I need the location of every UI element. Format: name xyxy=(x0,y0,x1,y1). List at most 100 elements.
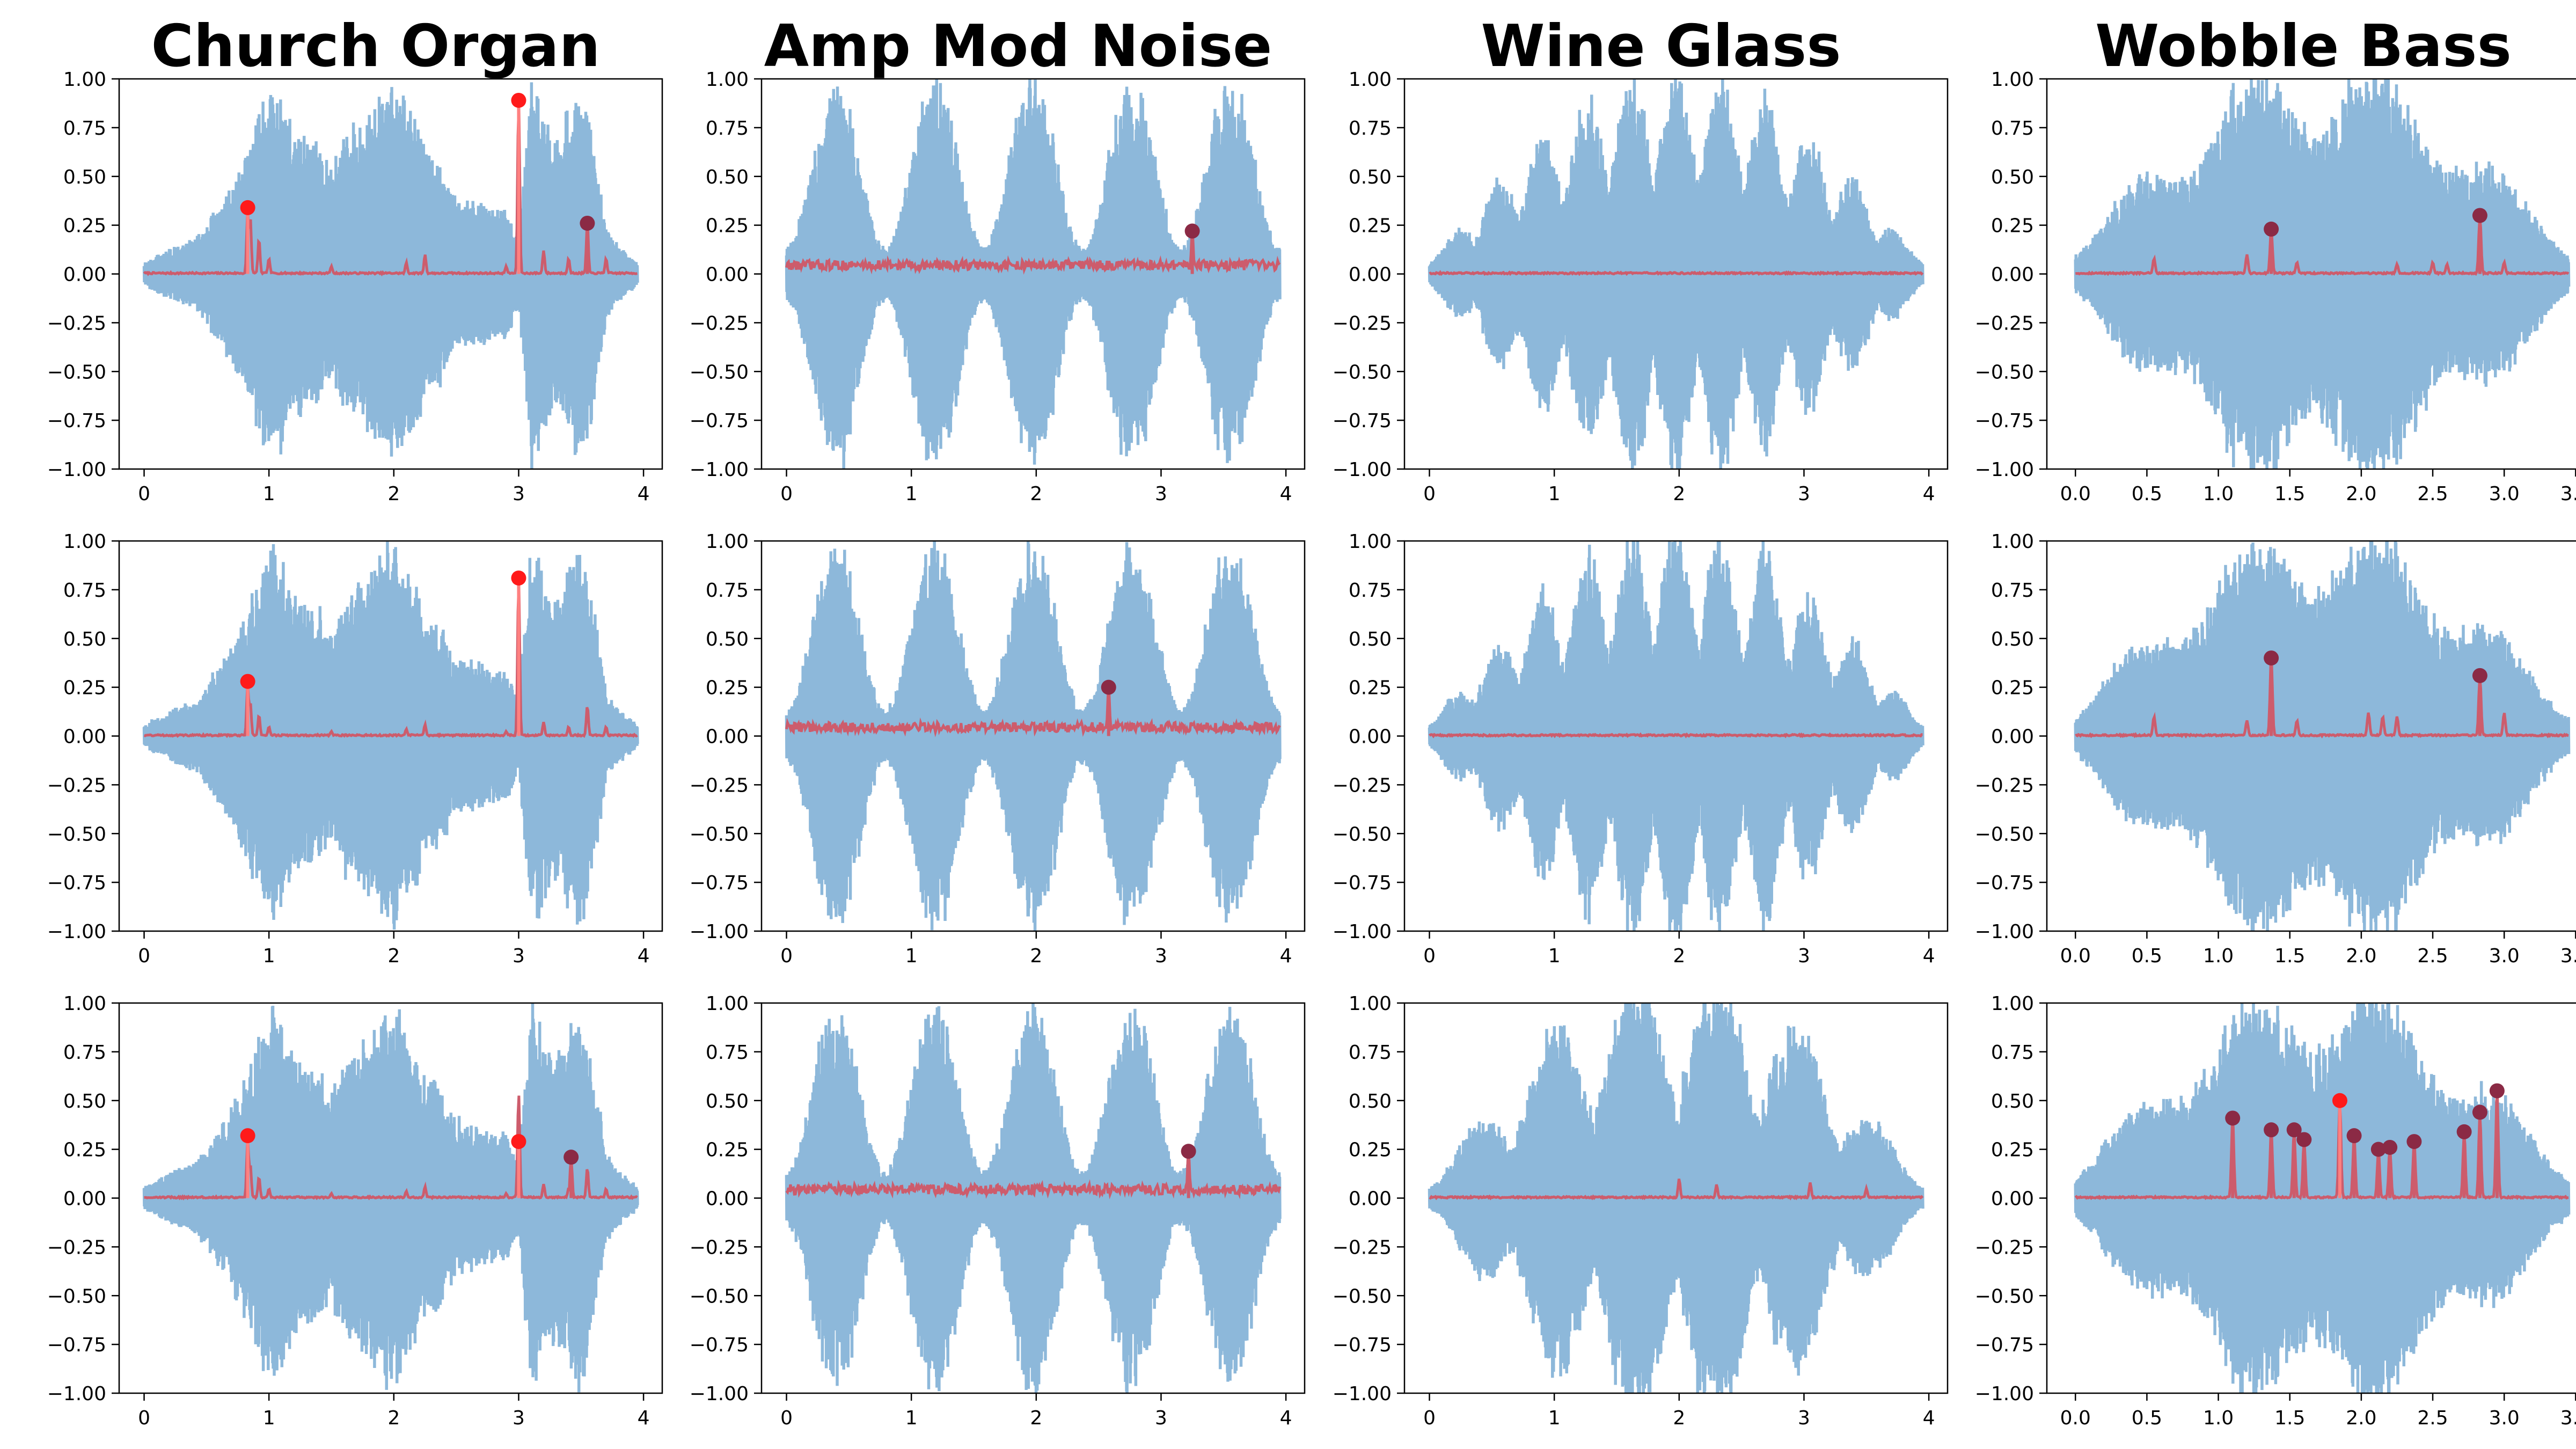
x-tick-label: 4 xyxy=(1923,483,1935,505)
x-tick-label: 0 xyxy=(780,483,793,505)
peak-marker xyxy=(2382,1139,2398,1155)
y-tick-label: 0.25 xyxy=(63,677,106,699)
y-tick-label: 0.50 xyxy=(1991,166,2034,188)
x-tick-label: 3 xyxy=(1155,945,1167,967)
y-tick-label: −0.75 xyxy=(1975,410,2034,432)
y-tick-label: −0.25 xyxy=(1333,774,1392,796)
x-tick-label: 0 xyxy=(780,945,793,967)
y-tick-label: −0.75 xyxy=(690,1334,749,1356)
x-tick-label: 4 xyxy=(638,483,650,505)
y-tick-label: 0.00 xyxy=(1349,264,1392,286)
peak-marker xyxy=(2346,1128,2362,1144)
onset-curve xyxy=(2074,1097,2569,1201)
peak-marker xyxy=(564,1150,579,1165)
y-tick-label: 0.75 xyxy=(63,118,106,140)
y-tick-label: 0.00 xyxy=(63,726,106,748)
y-tick-label: 0.00 xyxy=(706,264,749,286)
subplot-10: −1.00 −0.75 −0.50 −0.25 0.00 0.25 0.50 0.75 1.00… xyxy=(690,993,1306,1429)
y-tick-label: −0.75 xyxy=(1333,872,1392,894)
y-tick-label: −0.50 xyxy=(1975,823,2034,845)
x-tick-label: 2.5 xyxy=(2417,945,2448,967)
y-tick-label: 1.00 xyxy=(1991,531,2034,553)
waveform xyxy=(1428,79,1924,469)
waveform xyxy=(1428,541,1924,931)
y-tick-label: −0.25 xyxy=(690,312,749,334)
x-tick-label: 1.0 xyxy=(2203,1407,2234,1429)
subplot-11: −1.00 −0.75 −0.50 −0.25 0.00 0.25 0.50 0.75 1.00… xyxy=(1333,993,1949,1429)
peak-marker xyxy=(1181,1144,1196,1159)
y-tick-label: 1.00 xyxy=(1349,993,1392,1015)
plot-area xyxy=(785,1003,1282,1393)
y-tick-label: 0.50 xyxy=(1349,166,1392,188)
y-tick-label: −0.50 xyxy=(690,361,749,383)
y-tick-label: 1.00 xyxy=(706,69,749,91)
y-tick-label: 0.00 xyxy=(1349,1188,1392,1210)
x-tick-label: 2 xyxy=(387,1407,400,1429)
x-tick-label: 2 xyxy=(387,483,400,505)
y-tick-label: 1.00 xyxy=(1349,531,1392,553)
y-tick-label: −1.00 xyxy=(1333,921,1392,943)
x-tick-label: 2 xyxy=(1030,945,1042,967)
x-tick-label: 2 xyxy=(1030,483,1042,505)
x-tick-label: 1 xyxy=(1548,1407,1561,1429)
y-tick-label: 0.75 xyxy=(706,1042,749,1064)
y-tick-label: −1.00 xyxy=(1333,1383,1392,1405)
panel-title-amp-mod-noise: Amp Mod Noise xyxy=(764,13,1272,80)
subplot-4: −1.00−0.75−0.50−0.250.000.250.500.751.00… xyxy=(1975,69,2576,505)
peak-marker xyxy=(2225,1110,2241,1126)
peak-marker xyxy=(2286,1122,2302,1138)
x-tick-label: 3 xyxy=(1798,1407,1810,1429)
x-tick-label: 1 xyxy=(1548,483,1561,505)
y-tick-label: 0.25 xyxy=(1349,215,1392,237)
x-tick-label: 0 xyxy=(138,945,150,967)
y-tick-label: 0.50 xyxy=(706,628,749,650)
y-tick-label: 0.50 xyxy=(63,628,106,650)
y-tick-label: 0.25 xyxy=(1991,677,2034,699)
y-tick-label: 0.50 xyxy=(63,166,106,188)
y-tick-label: −0.25 xyxy=(690,1236,749,1258)
x-tick-label: 0 xyxy=(1423,1407,1436,1429)
y-tick-label: −1.00 xyxy=(47,459,106,481)
plot-area xyxy=(142,541,639,930)
y-tick-label: 0.00 xyxy=(1991,726,2034,748)
x-tick-label: 2.0 xyxy=(2346,1407,2376,1429)
peak-marker xyxy=(240,200,255,215)
x-tick-label: 0 xyxy=(780,1407,793,1429)
subplot-9: −1.00 −0.75 −0.50 −0.25 0.00 0.25 0.50 0.75 1.00… xyxy=(47,993,663,1429)
peak-marker xyxy=(511,92,526,108)
y-tick-label: −1.00 xyxy=(1975,459,2034,481)
y-tick-label: −1.00 xyxy=(690,921,749,943)
y-tick-label: 0.75 xyxy=(1991,1042,2034,1064)
x-tick-label: 3 xyxy=(1155,483,1167,505)
y-tick-label: 0.75 xyxy=(63,580,106,602)
waveform xyxy=(785,1003,1282,1393)
x-tick-label: 3.0 xyxy=(2489,945,2520,967)
plot-area xyxy=(1428,79,1924,469)
y-tick-label: −0.25 xyxy=(690,774,749,796)
y-tick-label: 1.00 xyxy=(63,531,106,553)
y-tick-label: −1.00 xyxy=(690,459,749,481)
subplot-7: −1.00 −0.75 −0.50 −0.25 0.00 0.25 0.50 0.75 1.00… xyxy=(1333,531,1949,967)
y-tick-label: 0.75 xyxy=(706,580,749,602)
y-tick-label: 0.00 xyxy=(63,1188,106,1210)
x-tick-label: 3 xyxy=(1798,945,1810,967)
y-tick-label: 0.75 xyxy=(706,118,749,140)
peak-marker xyxy=(2472,1104,2487,1120)
y-tick-label: −0.75 xyxy=(1333,1334,1392,1356)
peak-marker xyxy=(2456,1124,2472,1139)
y-tick-label: −1.00 xyxy=(47,1383,106,1405)
y-tick-label: −0.50 xyxy=(1975,1285,2034,1307)
x-tick-label: 3.5 xyxy=(2560,1407,2576,1429)
y-tick-label: −0.75 xyxy=(690,410,749,432)
waveform xyxy=(2074,1003,2571,1393)
y-tick-label: 1.00 xyxy=(63,69,106,91)
x-tick-label: 1.0 xyxy=(2203,483,2234,505)
x-tick-label: 1 xyxy=(1548,945,1561,967)
onset-curve xyxy=(2075,662,2569,739)
x-tick-label: 1 xyxy=(263,483,275,505)
y-tick-label: 0.00 xyxy=(63,264,106,286)
x-tick-label: 0.5 xyxy=(2132,945,2162,967)
y-tick-label: −0.75 xyxy=(47,872,106,894)
peak-marker xyxy=(511,1134,526,1150)
